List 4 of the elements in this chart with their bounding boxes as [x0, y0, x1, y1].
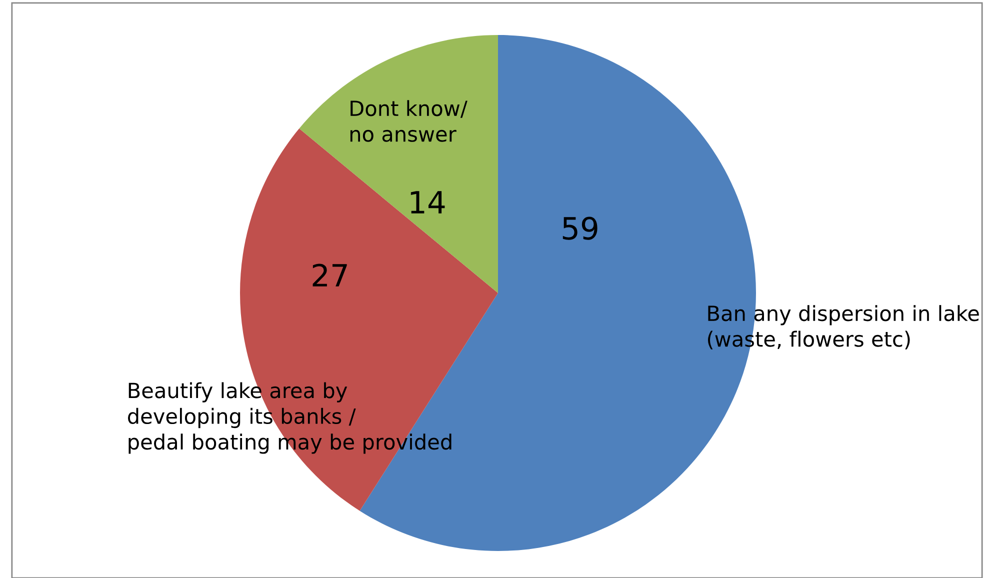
slice-label: Dont know/ no answer: [350, 100, 468, 142]
data-label: 27: [312, 264, 347, 286]
data-label: 59: [562, 216, 598, 240]
data-label: 14: [410, 191, 445, 214]
